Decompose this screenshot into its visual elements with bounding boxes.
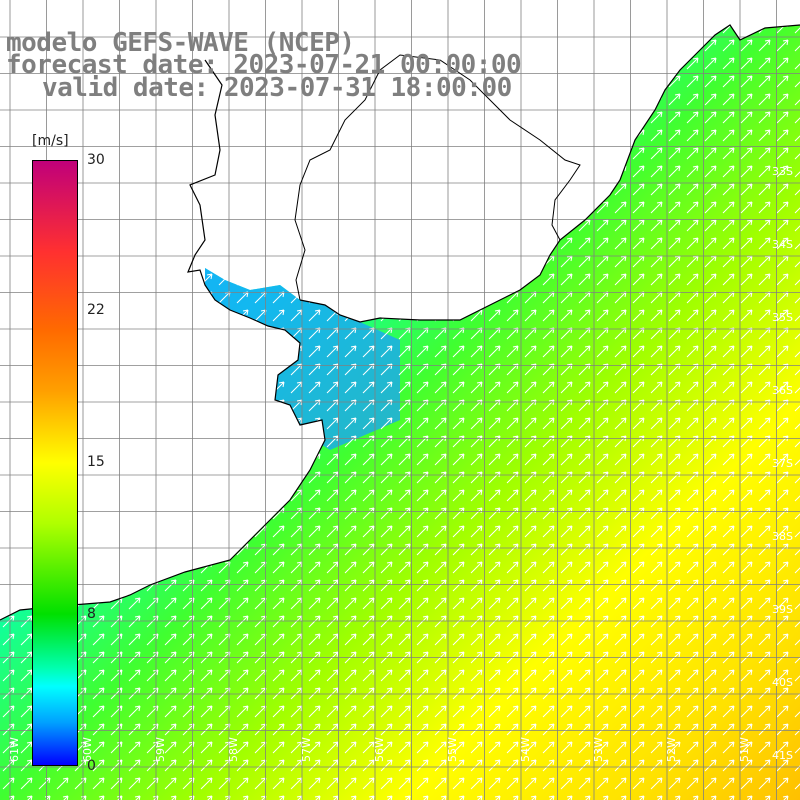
colorbar-tick-15: 15: [87, 454, 105, 470]
title-model: modelo GEFS-WAVE (NCEP): [6, 28, 355, 58]
colorbar-unit: [m/s]: [32, 133, 69, 149]
colorbar-tick-8: 8: [87, 606, 96, 622]
longitude-label: 53W: [592, 737, 605, 762]
longitude-label: 57W: [300, 737, 313, 762]
coastline-uruguay-brazil: [299, 24, 800, 323]
latitude-label: 37S: [772, 457, 793, 470]
coastline: [0, 24, 800, 621]
latitude-label: 38S: [772, 530, 793, 543]
latitude-label: 33S: [772, 165, 793, 178]
latitude-label: 34S: [772, 238, 793, 251]
colorbar-tick-0: 0: [87, 758, 96, 774]
latitude-label: 39S: [772, 603, 793, 616]
longitude-label: 54W: [519, 737, 532, 762]
longitude-label: 55W: [446, 737, 459, 762]
longitude-label: 58W: [227, 737, 240, 762]
border-uruguay: [294, 54, 581, 301]
longitude-label: 56W: [373, 737, 386, 762]
latitude-label: 40S: [772, 676, 793, 689]
latitude-labels: 33S 34S 35S 36S 37S 38S 39S 40S 41S: [772, 165, 793, 762]
colorbar: [32, 160, 78, 766]
latitude-label: 41S: [772, 749, 793, 762]
longitude-label: 51W: [738, 737, 751, 762]
colorbar-tick-30: 30: [87, 152, 105, 168]
title-valid-date: valid date: 2023-07-31 18:00:00: [42, 73, 512, 103]
latitude-label: 35S: [772, 311, 793, 324]
longitude-labels: 61W 60W 59W 58W 57W 56W 55W 54W 53W 52W 51W: [8, 737, 751, 762]
latitude-label: 36S: [772, 384, 793, 397]
coastline-argentina: [0, 59, 326, 621]
longitude-label: 61W: [8, 737, 21, 762]
colorbar-tick-22: 22: [87, 302, 105, 318]
longitude-label: 60W: [81, 737, 94, 762]
title-forecast-date: forecast date: 2023-07-21 00:00:00: [6, 50, 522, 80]
longitude-label: 52W: [665, 737, 678, 762]
longitude-label: 59W: [154, 737, 167, 762]
